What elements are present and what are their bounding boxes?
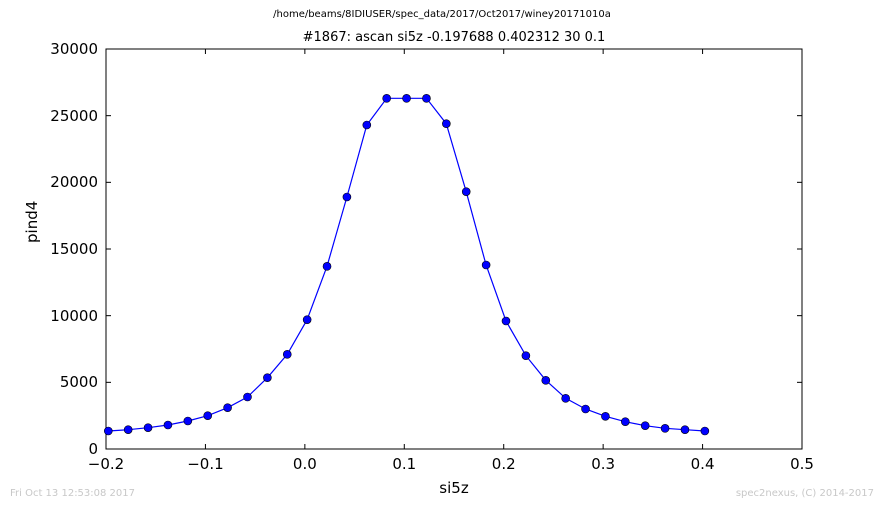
- axis-ticks: [105, 48, 803, 450]
- data-point: [561, 394, 570, 403]
- data-point: [481, 260, 491, 270]
- data-point: [282, 350, 292, 359]
- y-tick-label: 15000: [50, 240, 98, 258]
- x-tick-label: −0.1: [187, 455, 224, 473]
- data-point: [680, 425, 690, 434]
- data-point: [501, 316, 511, 326]
- y-tick-label: 0: [88, 440, 98, 458]
- data-point: [422, 94, 431, 103]
- plot-area: [105, 48, 803, 450]
- footer-credit: spec2nexus, (C) 2014-2017: [735, 488, 874, 499]
- x-axis-label: si5z: [439, 479, 469, 497]
- data-point: [322, 262, 332, 271]
- y-tick-label: 10000: [50, 306, 98, 325]
- x-tick-label: 0.4: [690, 455, 715, 473]
- x-tick-label: 0.0: [292, 455, 317, 473]
- x-tick-label: 0.1: [392, 455, 417, 473]
- x-tick-label: 0.5: [790, 455, 814, 473]
- data-point: [183, 416, 193, 426]
- data-point: [223, 403, 232, 412]
- y-tick-label: 30000: [50, 40, 98, 58]
- footer-timestamp: Fri Oct 13 12:53:08 2017: [10, 488, 136, 499]
- x-tick-label: 0.3: [591, 455, 616, 473]
- data-point: [382, 94, 391, 103]
- data-point: [700, 426, 710, 436]
- data-point: [521, 351, 531, 360]
- data-point: [541, 376, 551, 385]
- data-point: [143, 423, 153, 432]
- data-point: [621, 417, 630, 426]
- data-point: [163, 420, 173, 430]
- y-tick-label: 25000: [50, 106, 98, 125]
- series-markers: [103, 94, 710, 436]
- data-point: [601, 412, 610, 421]
- data-point: [402, 94, 411, 103]
- data-point: [123, 425, 133, 434]
- file-path: /home/beams/8IDIUSER/spec_data/2017/Oct2…: [273, 9, 611, 20]
- data-point: [243, 392, 252, 402]
- chart-title: #1867: ascan si5z -0.197688 0.402312 30 …: [302, 30, 606, 45]
- data-point: [461, 187, 471, 196]
- data-point: [442, 119, 451, 128]
- data-point: [660, 424, 670, 433]
- data-point: [362, 120, 372, 130]
- data-point: [302, 315, 312, 324]
- data-point: [103, 426, 113, 436]
- y-tick-label: 20000: [50, 173, 98, 192]
- y-tick-label: 5000: [59, 373, 98, 392]
- x-tick-label: −0.2: [87, 455, 125, 473]
- data-point: [581, 404, 590, 414]
- x-tick-label: 0.2: [491, 455, 516, 473]
- data-point: [640, 421, 650, 430]
- data-point: [342, 192, 352, 202]
- data-point: [263, 373, 272, 382]
- data-point: [203, 411, 213, 420]
